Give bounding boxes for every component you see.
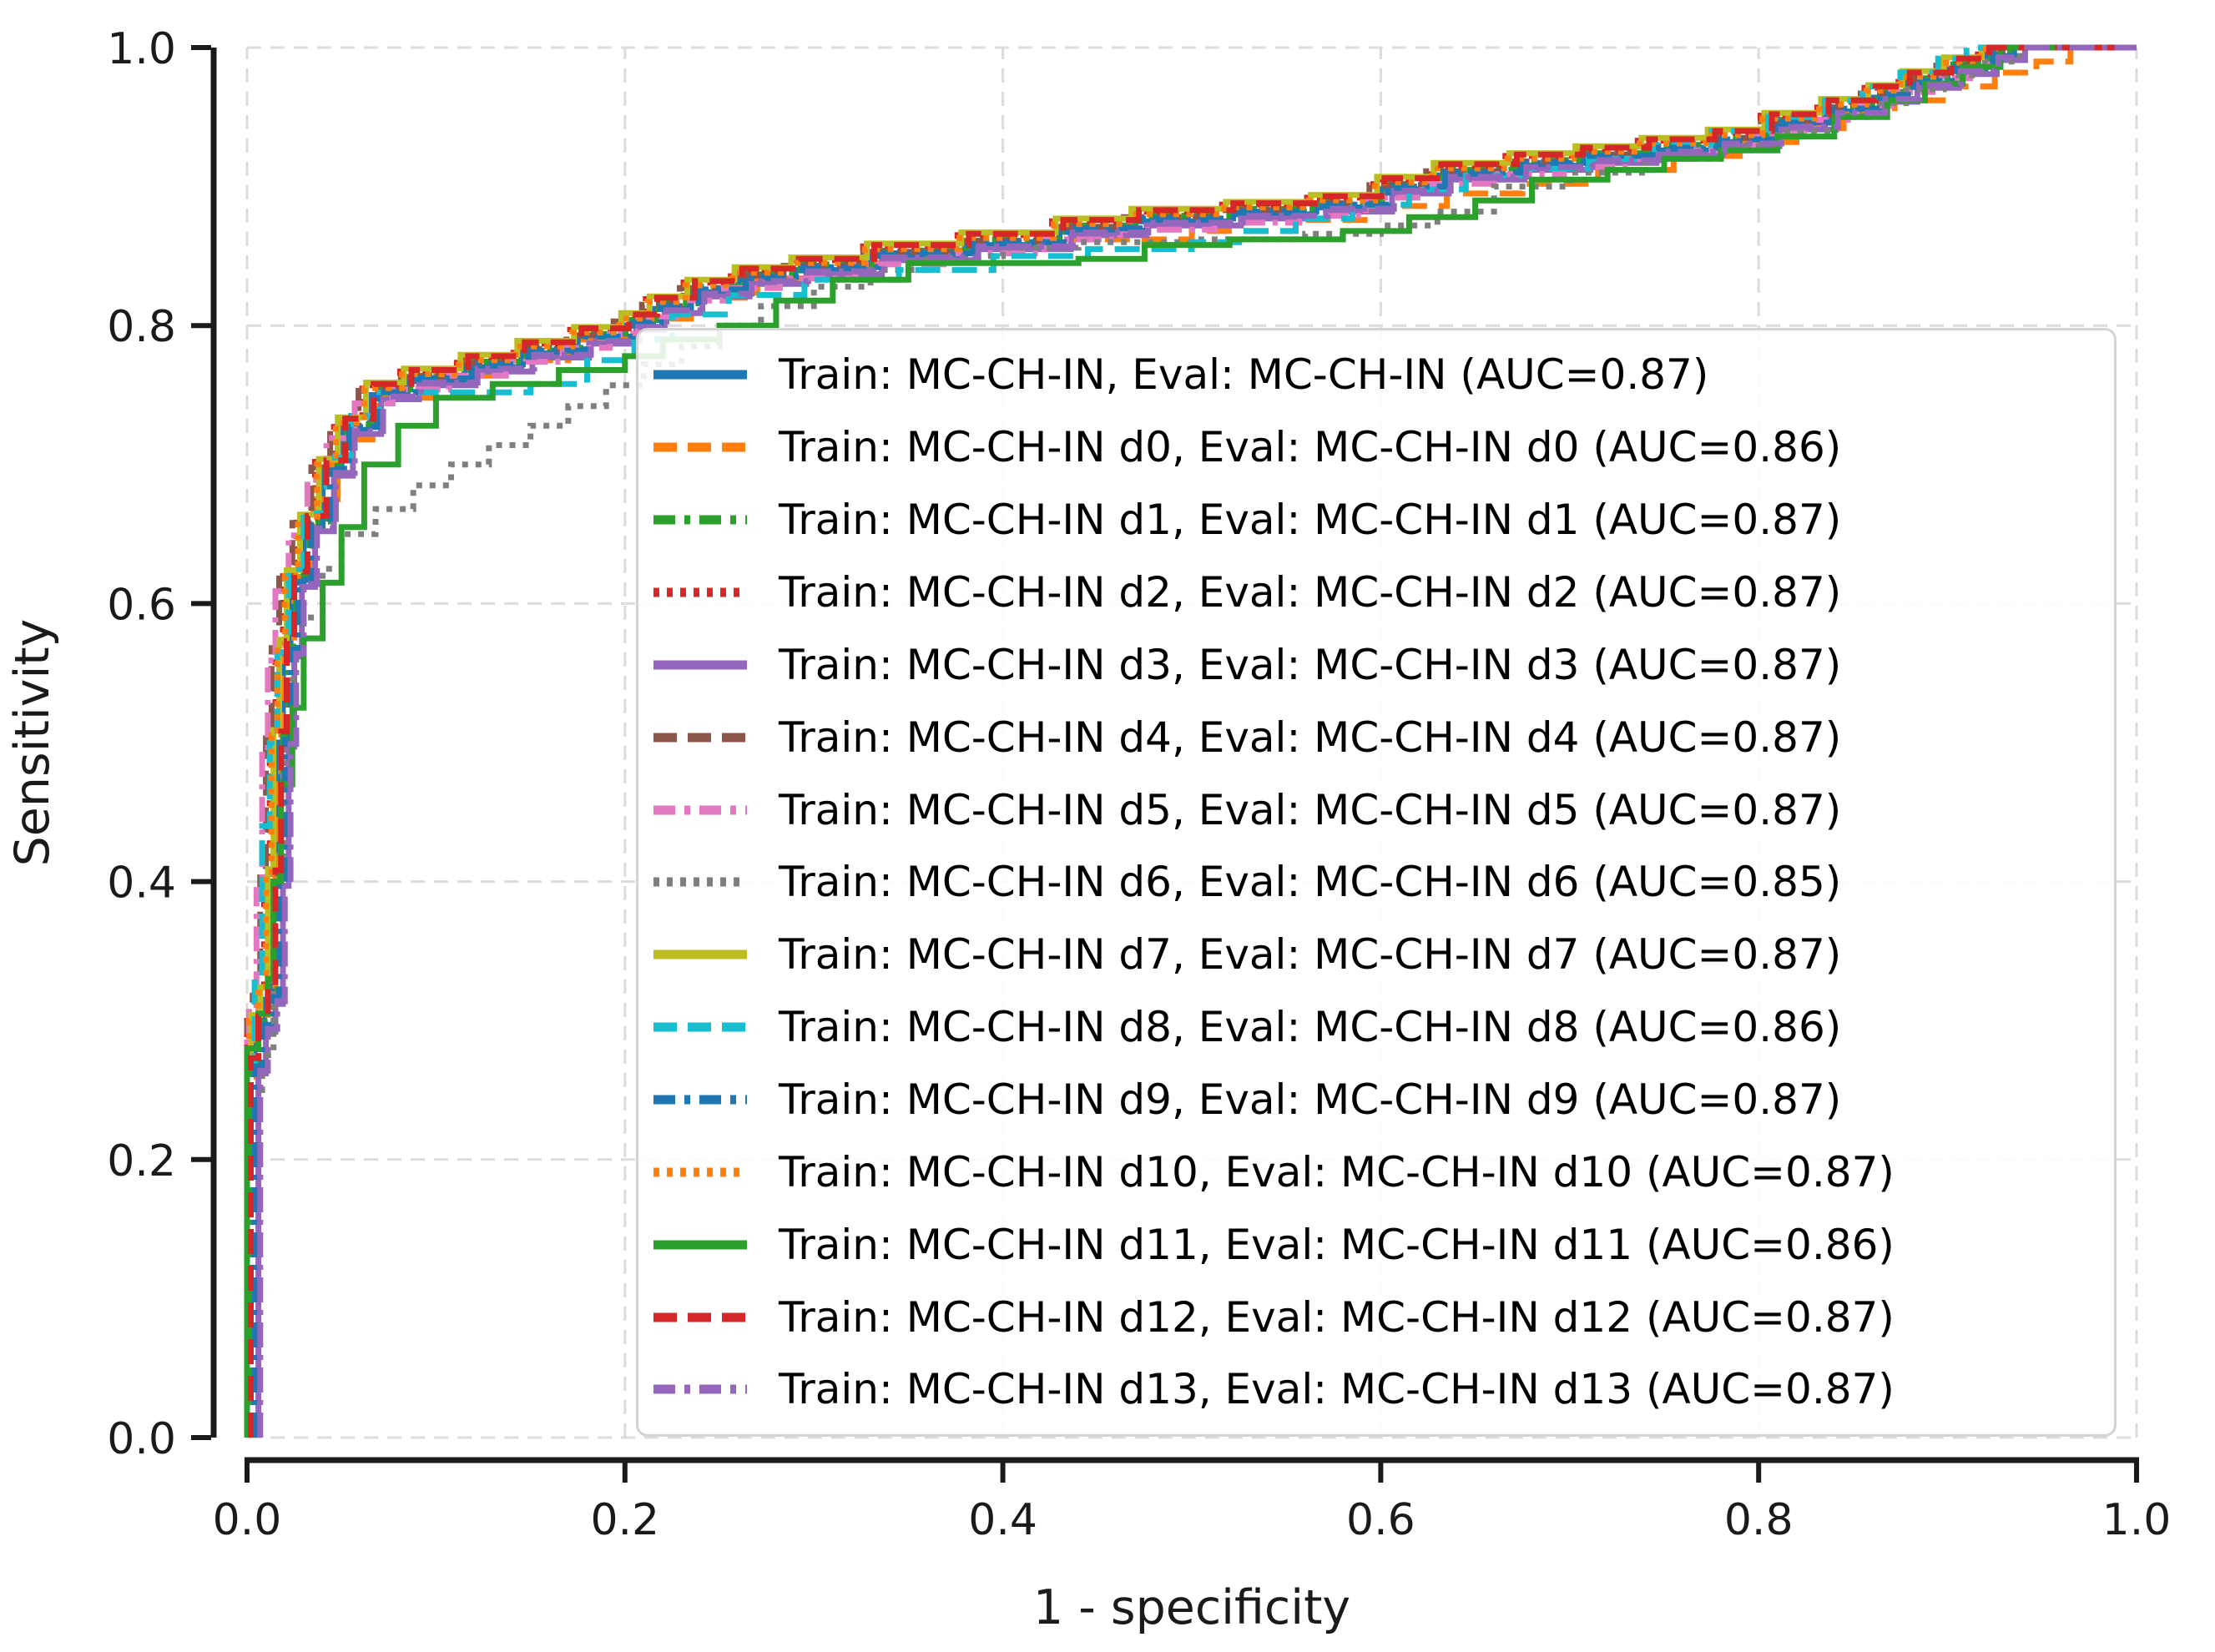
legend-swatch-d6	[653, 877, 747, 887]
legend-item-d10: Train: MC-CH-IN d10, Eval: MC-CH-IN d10 …	[653, 1136, 2107, 1208]
y-tick-label: 0.8	[107, 302, 176, 352]
legend-item-d13: Train: MC-CH-IN d13, Eval: MC-CH-IN d13 …	[653, 1353, 2107, 1425]
legend-swatch-d9	[653, 1095, 747, 1105]
legend-item-d4: Train: MC-CH-IN d4, Eval: MC-CH-IN d4 (A…	[653, 702, 2107, 773]
legend-label-d10: Train: MC-CH-IN d10, Eval: MC-CH-IN d10 …	[779, 1147, 1895, 1196]
roc-curve-d9	[251, 44, 2137, 1438]
roc-curve-d12	[248, 44, 2137, 1438]
legend-swatch-d2	[653, 587, 747, 597]
y-tick-label: 0.0	[107, 1414, 176, 1464]
legend-item-MC-CH-IN: Train: MC-CH-IN, Eval: MC-CH-IN (AUC=0.8…	[653, 339, 2107, 410]
x-tick-label: 0.8	[1724, 1495, 1794, 1545]
legend-item-d1: Train: MC-CH-IN d1, Eval: MC-CH-IN d1 (A…	[653, 484, 2107, 556]
y-tick-label: 0.6	[107, 580, 176, 630]
x-axis-label: 1 - specificity	[1033, 1580, 1350, 1635]
legend-item-d9: Train: MC-CH-IN d9, Eval: MC-CH-IN d9 (A…	[653, 1064, 2107, 1136]
legend-swatch-MC-CH-IN	[653, 370, 747, 380]
legend-label-d12: Train: MC-CH-IN d12, Eval: MC-CH-IN d12 …	[779, 1292, 1895, 1342]
roc-curve-d10	[244, 44, 2132, 1438]
legend-swatch-d1	[653, 515, 747, 525]
legend-swatch-d10	[653, 1167, 747, 1177]
legend-label-d8: Train: MC-CH-IN d8, Eval: MC-CH-IN d8 (A…	[779, 1003, 1842, 1052]
legend-item-d2: Train: MC-CH-IN d2, Eval: MC-CH-IN d2 (A…	[653, 557, 2107, 628]
x-tick-label: 0.0	[213, 1495, 282, 1545]
legend-swatch-d11	[653, 1240, 747, 1250]
legend-swatch-d5	[653, 805, 747, 815]
y-tick-label: 0.4	[107, 859, 176, 909]
legend-item-d3: Train: MC-CH-IN d3, Eval: MC-CH-IN d3 (A…	[653, 629, 2107, 701]
y-axis-label: Sensitivity	[5, 619, 60, 867]
legend-label-d6: Train: MC-CH-IN d6, Eval: MC-CH-IN d6 (A…	[779, 858, 1842, 907]
legend-label-d9: Train: MC-CH-IN d9, Eval: MC-CH-IN d9 (A…	[779, 1075, 1842, 1125]
roc-curve-d8	[244, 44, 2137, 1438]
legend-label-d5: Train: MC-CH-IN d5, Eval: MC-CH-IN d5 (A…	[779, 785, 1842, 834]
legend-item-d5: Train: MC-CH-IN d5, Eval: MC-CH-IN d5 (A…	[653, 774, 2107, 846]
legend-item-d12: Train: MC-CH-IN d12, Eval: MC-CH-IN d12 …	[653, 1282, 2107, 1353]
legend-swatch-d4	[653, 733, 747, 743]
legend-item-d7: Train: MC-CH-IN d7, Eval: MC-CH-IN d7 (A…	[653, 919, 2107, 990]
legend-swatch-d3	[653, 660, 747, 670]
roc-curve-d11	[244, 44, 2137, 1438]
legend-swatch-d12	[653, 1312, 747, 1322]
legend-item-d11: Train: MC-CH-IN d11, Eval: MC-CH-IN d11 …	[653, 1209, 2107, 1281]
legend-swatch-d13	[653, 1384, 747, 1394]
legend-label-d0: Train: MC-CH-IN d0, Eval: MC-CH-IN d0 (A…	[779, 423, 1842, 472]
legend-item-d0: Train: MC-CH-IN d0, Eval: MC-CH-IN d0 (A…	[653, 411, 2107, 483]
axes: 0.0 0.2 0.4 0.6 0.8 1.0 0.0 0.2 0.4 0.6 0.8 1.0	[107, 24, 2171, 1545]
roc-curve-d13	[257, 44, 2137, 1438]
legend-label-d4: Train: MC-CH-IN d4, Eval: MC-CH-IN d4 (A…	[779, 713, 1842, 762]
x-tick-label: 0.2	[590, 1495, 659, 1545]
x-tick-label: 0.6	[1346, 1495, 1415, 1545]
roc-curves	[244, 44, 2137, 1438]
x-tick-label: 1.0	[2102, 1495, 2172, 1545]
legend-item-d6: Train: MC-CH-IN d6, Eval: MC-CH-IN d6 (A…	[653, 846, 2107, 918]
legend-label-d3: Train: MC-CH-IN d3, Eval: MC-CH-IN d3 (A…	[779, 640, 1842, 689]
legend-item-d8: Train: MC-CH-IN d8, Eval: MC-CH-IN d8 (A…	[653, 991, 2107, 1063]
legend-label-d7: Train: MC-CH-IN d7, Eval: MC-CH-IN d7 (A…	[779, 930, 1842, 980]
legend-label-d1: Train: MC-CH-IN d1, Eval: MC-CH-IN d1 (A…	[779, 496, 1842, 545]
y-tick-label: 0.2	[107, 1136, 176, 1186]
legend-swatch-d8	[653, 1022, 747, 1032]
legend-label-MC-CH-IN: Train: MC-CH-IN, Eval: MC-CH-IN (AUC=0.8…	[779, 350, 1709, 400]
legend-label-d13: Train: MC-CH-IN d13, Eval: MC-CH-IN d13 …	[779, 1365, 1895, 1414]
legend-label-d11: Train: MC-CH-IN d11, Eval: MC-CH-IN d11 …	[779, 1220, 1895, 1269]
y-tick-label: 1.0	[107, 24, 176, 74]
legend-swatch-d7	[653, 949, 747, 959]
legend-swatch-d0	[653, 442, 747, 452]
legend: Train: MC-CH-IN, Eval: MC-CH-IN (AUC=0.8…	[636, 328, 2117, 1437]
x-tick-label: 0.4	[968, 1495, 1037, 1545]
legend-label-d2: Train: MC-CH-IN d2, Eval: MC-CH-IN d2 (A…	[779, 568, 1842, 617]
